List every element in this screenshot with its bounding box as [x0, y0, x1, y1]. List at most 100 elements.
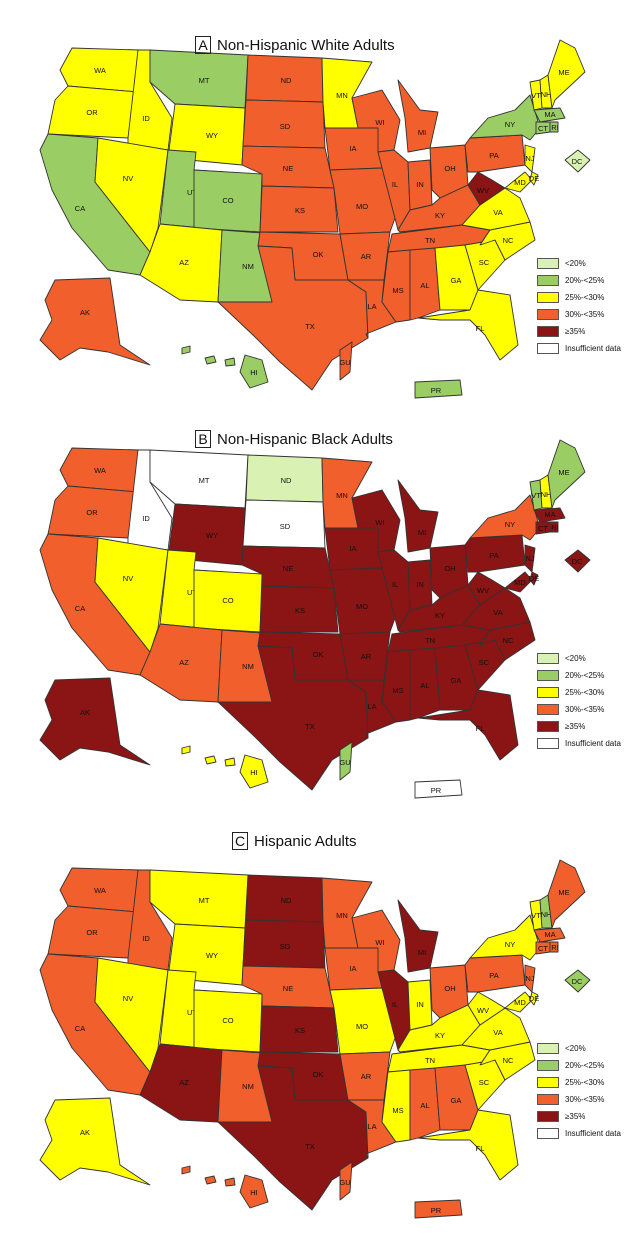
state-pr [414, 779, 463, 799]
legend-label: <20% [565, 1044, 586, 1053]
legend-item: 30%-<35% [537, 1091, 621, 1108]
legend-label: 30%-<35% [565, 1095, 605, 1104]
state-label-wa: WA [94, 886, 106, 895]
state-label-id: ID [142, 934, 150, 943]
state-label-pr: PR [431, 786, 442, 795]
legend-label: Insufficient data [565, 1129, 621, 1138]
state-ri [549, 941, 559, 953]
state-label-md: MD [514, 578, 526, 587]
state-label-id: ID [142, 514, 150, 523]
legend-label: 30%-<35% [565, 310, 605, 319]
state-me [547, 859, 586, 929]
panel-title-b: B Non-Hispanic Black Adults [195, 430, 393, 448]
state-label-vt: VT [531, 91, 541, 100]
map-a: WA OR CA ID NV MT WY UT CO AZ NM ND SD NE KS OK TX MN IA MO… [39, 39, 591, 399]
legend-label: ≥35% [565, 722, 586, 731]
state-label-pr: PR [431, 386, 442, 395]
state-label-ga: GA [451, 676, 462, 685]
state-label-de: DE [529, 174, 539, 183]
legend-label: Insufficient data [565, 344, 621, 353]
state-label-ca: CA [75, 204, 85, 213]
state-label-co: CO [222, 596, 233, 605]
legend-swatch [537, 1128, 559, 1139]
state-label-ri: RI [551, 123, 559, 132]
state-label-az: AZ [179, 258, 189, 267]
state-label-ct: CT [538, 124, 548, 133]
legend-swatch [537, 1094, 559, 1105]
state-label-ca: CA [75, 604, 85, 613]
map-b: WA OR CA ID NV MT WY UT CO AZ NM ND SD NE KS OK TX MN IA MO… [39, 439, 591, 799]
legend-item: 30%-<35% [537, 306, 621, 323]
state-ak [39, 677, 151, 766]
state-label-la: LA [367, 702, 376, 711]
state-label-wa: WA [94, 466, 106, 475]
state-label-sc: SC [479, 258, 490, 267]
state-label-ms: MS [392, 1106, 403, 1115]
legend-swatch [537, 704, 559, 715]
state-label-ar: AR [361, 252, 372, 261]
state-label-wy: WY [206, 531, 218, 540]
state-ma [533, 507, 566, 523]
state-label-ny: NY [505, 520, 515, 529]
panel-letter: B [195, 430, 211, 448]
state-label-fl: FL [476, 324, 485, 333]
state-al [409, 647, 441, 721]
state-label-ks: KS [295, 1026, 305, 1035]
state-tx [217, 645, 369, 791]
state-tx [217, 1065, 369, 1211]
state-label-nd: ND [281, 476, 292, 485]
legend-label: Insufficient data [565, 739, 621, 748]
state-al [409, 1067, 441, 1141]
state-label-mn: MN [336, 911, 348, 920]
state-ma [533, 107, 566, 123]
state-ny [469, 94, 541, 141]
state-gu [339, 341, 353, 381]
state-or [47, 85, 139, 139]
state-label-de: DE [529, 994, 539, 1003]
state-la [347, 1099, 397, 1159]
legend-a: <20% 20%-<25% 25%-<30% 30%-<35% ≥35% Insuffic… [537, 255, 621, 357]
state-label-me: ME [558, 468, 569, 477]
hawaii-island [224, 1177, 236, 1187]
state-label-ny: NY [505, 940, 515, 949]
state-label-nv: NV [123, 994, 133, 1003]
state-wv [467, 991, 506, 1026]
legend-item: ≥35% [537, 718, 621, 735]
panel-a: WA OR CA ID NV MT WY UT CO AZ NM ND SD NE KS OK TX MN IA MO… [0, 0, 635, 410]
state-label-hi: HI [250, 768, 258, 777]
state-pr [414, 1199, 463, 1219]
state-label-wy: WY [206, 951, 218, 960]
legend-label: ≥35% [565, 1112, 586, 1121]
state-dc [564, 969, 591, 993]
state-ma [533, 927, 566, 943]
state-label-ok: OK [313, 650, 324, 659]
state-label-nj: NJ [525, 974, 534, 983]
state-ms [381, 649, 411, 723]
state-ny [469, 494, 541, 541]
legend-swatch [537, 258, 559, 269]
panel-title-text: Hispanic Adults [254, 832, 357, 850]
state-label-mo: MO [356, 1022, 368, 1031]
state-label-ne: NE [283, 564, 293, 573]
state-label-ga: GA [451, 276, 462, 285]
state-hi [239, 754, 269, 789]
state-label-il: IL [392, 580, 398, 589]
state-label-tn: TN [425, 1056, 435, 1065]
state-me [547, 39, 586, 109]
state-label-nd: ND [281, 896, 292, 905]
hawaii-island [204, 755, 217, 765]
state-ks [259, 185, 339, 233]
panel-letter: A [195, 36, 211, 54]
legend-item: <20% [537, 650, 621, 667]
state-la [347, 679, 397, 739]
state-label-nc: NC [503, 636, 514, 645]
state-fl [417, 1109, 519, 1181]
legend-swatch [537, 1111, 559, 1122]
state-label-wy: WY [206, 131, 218, 140]
state-ri [549, 521, 559, 533]
state-de [529, 571, 539, 586]
legend-item: 25%-<30% [537, 1074, 621, 1091]
state-la [347, 279, 397, 339]
state-label-ca: CA [75, 1024, 85, 1033]
state-hi [239, 354, 269, 389]
